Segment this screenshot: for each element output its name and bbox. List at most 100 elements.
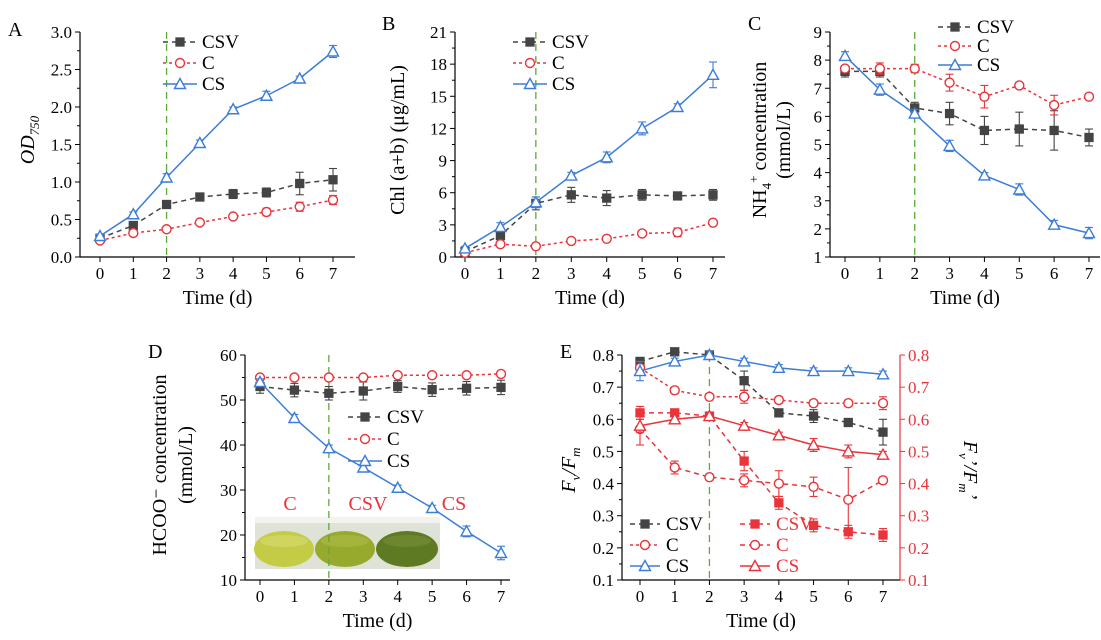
data-point xyxy=(876,447,890,460)
data-point xyxy=(1014,80,1025,91)
data-point xyxy=(1084,132,1094,143)
x-tick-label: 5 xyxy=(809,587,818,606)
legend-marker xyxy=(750,519,760,529)
data-point xyxy=(327,194,339,206)
legend-marker xyxy=(950,22,960,32)
x-axis-label: Time (d) xyxy=(930,287,1000,309)
data-point xyxy=(228,189,238,199)
data-point xyxy=(636,228,648,239)
data-point xyxy=(601,233,612,244)
legend-label: CS xyxy=(552,74,575,95)
y-right-tick-label: 0.5 xyxy=(908,442,929,461)
data-point xyxy=(259,88,274,101)
x-tick-label: 2 xyxy=(162,264,171,283)
data-point xyxy=(458,241,472,254)
data-point xyxy=(944,108,955,119)
data-point xyxy=(774,408,784,418)
data-point xyxy=(293,71,307,84)
y-tick-label: 60 xyxy=(220,346,237,365)
data-point xyxy=(979,91,990,102)
data-point xyxy=(773,394,785,406)
data-point xyxy=(702,348,717,361)
series-c xyxy=(839,62,1095,116)
data-point xyxy=(843,494,854,505)
svg-text:(mmol/L): (mmol/L) xyxy=(175,426,197,504)
x-tick-label: 2 xyxy=(910,264,919,283)
data-point xyxy=(193,136,207,149)
data-point xyxy=(808,411,819,421)
data-point xyxy=(977,168,992,181)
data-point xyxy=(356,460,370,473)
data-point xyxy=(530,241,542,252)
data-point xyxy=(633,418,647,431)
y-right-tick-label: 0.8 xyxy=(908,346,929,365)
ylabel-b: Chl (a+b) (μg/mL) xyxy=(387,65,409,215)
y-tick-label: 3 xyxy=(814,192,823,211)
data-point xyxy=(704,391,715,402)
data-point xyxy=(564,168,578,181)
y-tick-label: 8 xyxy=(814,51,823,70)
y-tick-label: 21 xyxy=(430,23,447,42)
legend-marker xyxy=(523,77,537,90)
data-point xyxy=(1047,217,1061,230)
data-point xyxy=(93,229,107,242)
y-tick-label: 6 xyxy=(814,107,823,126)
y-tick-label: 9 xyxy=(439,152,448,171)
data-point xyxy=(841,364,855,377)
y-tick-label: 1.0 xyxy=(51,173,72,192)
legend-label: CSV xyxy=(387,407,424,428)
series-cs xyxy=(838,48,1096,240)
x-tick-label: 6 xyxy=(673,264,682,283)
y-right-tick-label: 0.3 xyxy=(908,507,929,526)
series-cs xyxy=(458,61,720,254)
data-point xyxy=(1014,124,1024,134)
legend-marker xyxy=(360,412,370,422)
x-axis-label: Time (d) xyxy=(555,287,625,309)
data-point xyxy=(287,411,302,424)
x-tick-label: 4 xyxy=(602,264,611,283)
y-tick-label: 40 xyxy=(220,436,237,455)
series-line xyxy=(464,194,714,253)
legend-label: CSV xyxy=(666,514,703,535)
series-line xyxy=(639,354,884,376)
data-point xyxy=(806,364,821,377)
x-tick-label: 0 xyxy=(841,264,850,283)
x-tick-label: 5 xyxy=(428,587,437,606)
data-point xyxy=(633,364,647,377)
data-point xyxy=(294,201,305,212)
series-line xyxy=(464,221,714,254)
data-point xyxy=(672,227,683,238)
data-point xyxy=(1049,125,1059,136)
data-point xyxy=(322,441,336,454)
data-point xyxy=(737,418,751,431)
data-point xyxy=(1048,99,1060,111)
x-tick-label: 7 xyxy=(1085,264,1094,283)
ylabel-a: OD750 xyxy=(17,115,42,164)
series-csv xyxy=(255,379,506,401)
photo-label-csv: CSV xyxy=(349,493,388,515)
data-point xyxy=(773,478,785,489)
data-point xyxy=(324,388,334,398)
legend-label: CS xyxy=(666,556,689,577)
data-point xyxy=(878,427,888,437)
data-point xyxy=(774,498,784,508)
legend-marker xyxy=(358,454,372,467)
data-point xyxy=(669,385,680,396)
data-point xyxy=(295,178,305,189)
data-point xyxy=(878,530,888,540)
x-tick-label: 0 xyxy=(256,587,265,606)
data-point xyxy=(808,520,819,531)
ylabel-e-left: Fv/Fm xyxy=(558,447,583,493)
y-tick-label: 0.7 xyxy=(593,378,615,397)
data-point xyxy=(702,409,717,422)
chart-panel-e: 0.1 0.1 0.2 0.2 0.3 0.3 0.4 0.4 0.5 0.5 0.6 0.6 0.7 0… xyxy=(593,346,930,632)
y-tick-label: 0.2 xyxy=(593,539,614,558)
panel-label-d: D xyxy=(148,341,162,363)
data-point xyxy=(261,187,272,198)
